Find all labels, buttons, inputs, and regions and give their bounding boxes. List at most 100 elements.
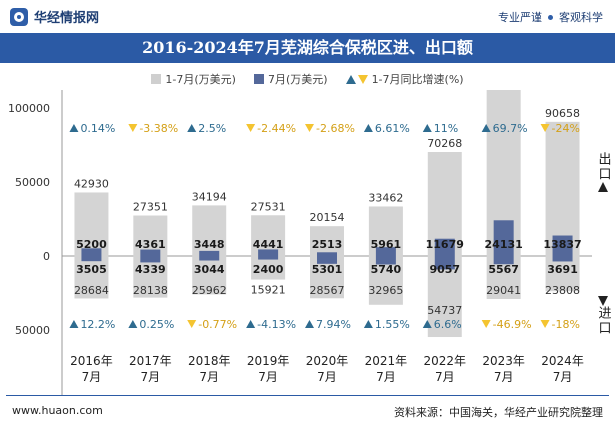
label-import-month: 3044: [194, 263, 225, 276]
label-import-month: 5301: [312, 263, 343, 276]
label-export-month: 4441: [253, 238, 284, 251]
label-import-month: 3691: [547, 263, 578, 276]
label-export-month: 2513: [312, 238, 343, 251]
label-import-ytd: 29041: [486, 284, 521, 297]
bar-export-ytd: [545, 121, 580, 256]
label-export-month: 4361: [135, 238, 166, 251]
label-export-growth: -3.38%: [139, 122, 178, 135]
label-export-ytd: 90658: [545, 107, 580, 120]
x-tick-label-month: 7月: [258, 370, 278, 384]
slogan-left: 专业严谨: [498, 11, 542, 24]
label-import-ytd: 23808: [545, 284, 580, 297]
bar-import-ytd: [427, 256, 462, 338]
bar-import-ytd: [192, 256, 227, 295]
brand[interactable]: 华经情报网: [10, 7, 99, 26]
x-tick-label-year: 2017年: [129, 354, 172, 368]
footer: www.huaon.com 资料来源：中国海关，华经产业研究院整理: [0, 395, 615, 427]
growth-up-icon: [246, 320, 256, 328]
label-export-growth: 2.5%: [198, 122, 226, 135]
label-import-ytd: 32965: [368, 284, 403, 297]
growth-up-icon: [305, 320, 314, 328]
x-tick-label-year: 2018年: [188, 354, 231, 368]
bar-export-ytd: [192, 205, 227, 256]
label-import-month: 9057: [429, 263, 460, 276]
x-tick-label-year: 2019年: [247, 354, 290, 368]
x-tick-label-month: 7月: [435, 370, 455, 384]
growth-down-icon: [540, 320, 550, 328]
x-tick-label-year: 2016年: [70, 354, 113, 368]
label-import-month: 5740: [371, 263, 402, 276]
chart-legend: 1-7月(万美元) 7月(万美元) 1-7月同比增速(%): [0, 70, 615, 88]
side-label-import-text: 进口: [595, 306, 611, 336]
side-label-import: 进口: [595, 296, 611, 336]
bar-import-ytd: [74, 256, 109, 299]
growth-up-icon: [481, 124, 491, 132]
bar-export-month: [199, 250, 220, 256]
bar-export-month: [493, 220, 514, 256]
label-import-ytd: 54737: [427, 304, 462, 317]
y-tick-label: 50000: [15, 176, 50, 189]
legend-label-month: 7月(万美元): [267, 73, 328, 86]
label-import-growth: 1.55%: [375, 318, 410, 331]
label-export-growth: -24%: [552, 122, 580, 135]
growth-down-icon: [540, 124, 550, 132]
label-import-growth: -46.9%: [493, 318, 532, 331]
label-export-month: 5961: [371, 238, 402, 251]
label-import-growth: -4.13%: [257, 318, 296, 331]
growth-up-icon: [69, 320, 79, 328]
bar-export-ytd: [74, 192, 109, 256]
legend-item-month: 7月(万美元): [253, 71, 328, 87]
bar-import-month: [258, 256, 279, 260]
label-import-month: 3505: [76, 263, 107, 276]
label-import-growth: -0.77%: [198, 318, 237, 331]
bar-import-month: [375, 256, 396, 265]
bar-import-month: [552, 256, 573, 262]
growth-down-icon: [246, 124, 256, 132]
bar-export-month: [317, 252, 337, 256]
label-export-ytd: 27351: [133, 201, 168, 214]
label-export-month: 5200: [76, 238, 107, 251]
x-tick-label-month: 7月: [317, 370, 337, 384]
growth-up-icon: [69, 124, 79, 132]
label-import-ytd: 25962: [192, 284, 227, 297]
bar-export-month: [140, 249, 161, 256]
bar-import-month: [434, 256, 455, 270]
y-tick-label: 50000: [15, 324, 50, 337]
down-arrow-icon: [598, 296, 608, 306]
side-label-export-text: 出口: [595, 152, 611, 182]
label-import-growth: 6.6%: [434, 318, 462, 331]
legend-item-ytd: 1-7月(万美元): [151, 71, 236, 87]
bar-export-month: [552, 235, 573, 256]
growth-up-icon: [422, 320, 432, 328]
x-tick-label-month: 7月: [494, 370, 514, 384]
bar-import-ytd: [133, 256, 168, 298]
bullet-dot-icon: [548, 14, 553, 20]
label-export-ytd: 70268: [427, 137, 462, 150]
slogan: 专业严谨 客观科学: [498, 9, 603, 25]
growth-down-icon: [305, 124, 314, 132]
footer-website[interactable]: www.huaon.com: [12, 404, 103, 417]
label-import-growth: 12.2%: [80, 318, 115, 331]
label-import-month: 2400: [253, 263, 284, 276]
label-export-ytd: 34194: [192, 190, 227, 203]
bar-export-month: [81, 248, 102, 256]
footer-divider: [6, 395, 609, 396]
y-tick-label: 0: [43, 250, 50, 263]
label-import-ytd: 28684: [74, 284, 109, 297]
bar-import-month: [493, 256, 514, 265]
label-import-ytd: 15921: [251, 284, 286, 297]
legend-swatch-ytd: [151, 74, 162, 84]
x-tick-label-month: 7月: [82, 370, 102, 384]
brand-name: 华经情报网: [34, 11, 100, 26]
label-import-ytd: 28138: [133, 284, 168, 297]
growth-down-icon: [128, 124, 138, 132]
label-export-month: 3448: [194, 238, 225, 251]
label-export-ytd: 27531: [251, 200, 286, 213]
label-import-month: 4339: [135, 263, 166, 276]
label-export-growth: -2.68%: [316, 122, 355, 135]
label-import-ytd: 28567: [310, 284, 345, 297]
x-tick-label-year: 2024年: [541, 354, 584, 368]
bar-export-month: [434, 238, 455, 256]
bar-export-ytd: [427, 152, 462, 256]
label-import-growth: 7.94%: [316, 318, 351, 331]
